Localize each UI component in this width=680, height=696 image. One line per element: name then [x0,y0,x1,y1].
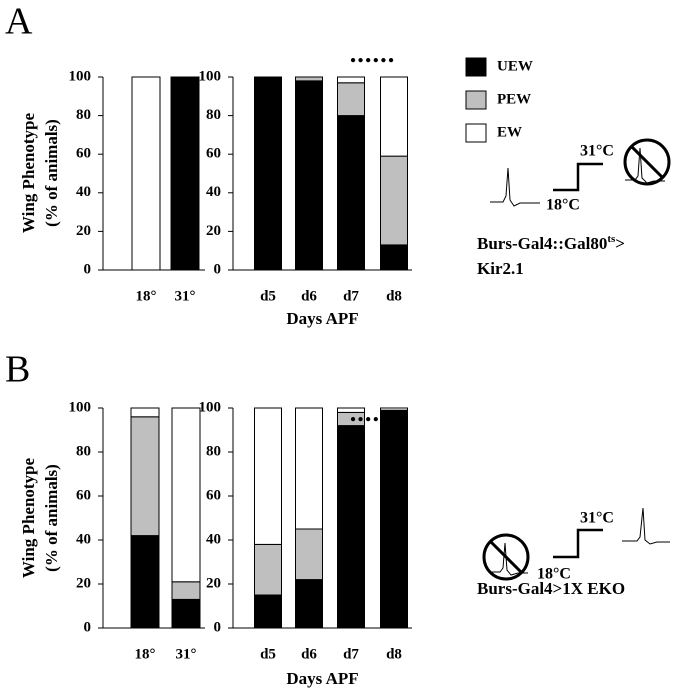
significance-marker: •••••• [350,53,396,70]
x-tick-label: d7 [343,646,359,662]
x-tick-label: 31° [176,646,197,662]
x-tick-label: d8 [386,288,402,304]
bar-segment [337,76,365,84]
y-tick-label: 20 [206,575,221,591]
bar-segment [171,407,201,583]
y-tick-label: 0 [84,261,92,277]
bar-segment [254,543,282,596]
y-tick-label: 0 [214,261,222,277]
bar-segment [337,82,365,117]
bar-segment [171,598,201,629]
bar-segment [380,409,408,629]
bar-segment [295,528,323,581]
y-tick-label: 40 [206,184,221,200]
x-tick-label: 31° [175,288,196,304]
x-tick-label: d6 [301,646,317,662]
genotype-part: Burs-Gal4::Gal80 [477,234,607,253]
y-tick-label: 80 [76,107,91,123]
temperature-label: 18°C [546,197,580,214]
y-axis-label: Wing Phenotype [19,457,38,578]
bar-segment [254,407,282,545]
bar-segment [380,407,408,411]
y-tick-label: 0 [84,619,92,635]
temperature-label: 31°C [580,143,614,160]
bar-segment [295,76,323,82]
legend-label: EW [497,124,522,140]
y-tick-label: 20 [76,575,91,591]
y-tick-label: 100 [69,68,92,84]
genotype-part: ts [607,233,616,245]
temperature-label: 31°C [580,510,614,527]
y-tick-label: 100 [199,399,222,415]
bar-segment [295,80,323,271]
bar-segment [170,76,200,271]
y-tick-label: 0 [214,619,222,635]
y-tick-label: 80 [206,443,221,459]
x-tick-label: d6 [301,288,317,304]
legend-label: UEW [497,58,533,74]
x-tick-label: 18° [135,646,156,662]
y-tick-label: 60 [76,487,91,503]
significance-marker: •••••• [350,412,396,429]
y-axis-label: (% of animals) [42,464,61,572]
legend-label: PEW [497,91,531,107]
bar-segment [171,581,201,600]
y-tick-label: 80 [76,443,91,459]
bar-segment [295,407,323,530]
x-axis-label: Days APF [286,669,358,688]
y-tick-label: 60 [206,487,221,503]
bar-segment [337,425,365,629]
legend-swatch [465,123,487,143]
y-tick-label: 60 [206,146,221,162]
temperature-diagram [490,138,671,207]
bar-segment [380,155,408,246]
genotype-label: Burs-Gal4>1X EKO [477,579,625,598]
legend-swatch [465,90,487,110]
bar-segment [380,76,408,157]
bar-segment [130,535,160,629]
y-tick-label: 40 [206,531,221,547]
panel-label: A [5,1,33,43]
temperature-label: 18°C [537,566,571,583]
bar-segment [295,579,323,629]
x-tick-label: d8 [386,646,402,662]
genotype-label: Kir2.1 [477,259,524,278]
bar-segment [254,594,282,629]
bar-segment [254,76,282,271]
x-tick-label: d5 [260,646,276,662]
y-tick-label: 20 [206,223,221,239]
y-tick-label: 100 [199,68,222,84]
y-tick-label: 40 [76,531,91,547]
legend-swatch [465,57,487,77]
x-tick-label: d5 [260,288,276,304]
panel-label: B [5,349,30,391]
x-tick-label: d7 [343,288,359,304]
bar-segment [337,115,365,271]
bar-segment [131,76,161,271]
genotype-part: > [615,234,625,253]
y-tick-label: 100 [69,399,92,415]
x-tick-label: 18° [136,288,157,304]
bar-segment [130,416,160,537]
x-axis-label: Days APF [286,309,358,328]
genotype-label: Burs-Gal4::Gal80ts> [477,233,625,253]
bar-segment [337,407,365,413]
y-tick-label: 40 [76,184,91,200]
bar-segment [130,407,160,418]
y-tick-label: 60 [76,146,91,162]
bar-segment [380,244,408,271]
y-tick-label: 20 [76,223,91,239]
y-tick-label: 80 [206,107,221,123]
y-axis-label: Wing Phenotype [19,112,38,233]
temperature-diagram [482,507,670,581]
y-axis-label: (% of animals) [42,119,61,227]
